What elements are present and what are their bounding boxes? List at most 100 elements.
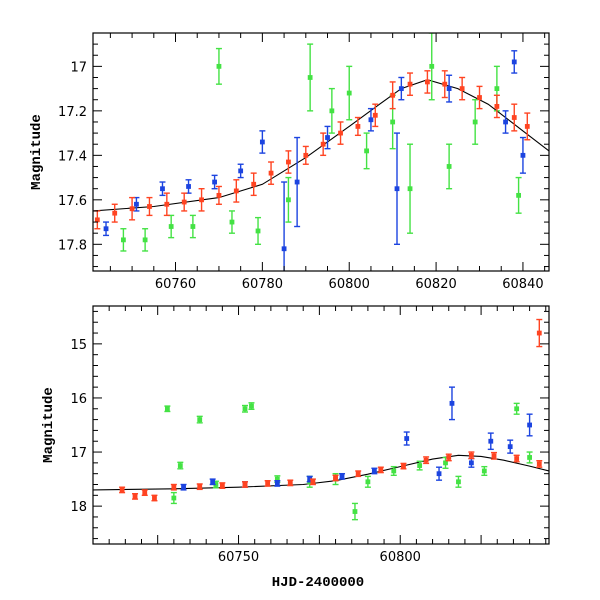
top-panel-data-point xyxy=(120,228,127,252)
top-panel-point-marker xyxy=(168,224,174,229)
bottom-panel-data-point xyxy=(339,472,346,480)
top-panel-point-marker xyxy=(255,228,261,234)
top-panel-point-marker xyxy=(181,199,187,205)
bottom-panel-data-point xyxy=(287,479,294,487)
top-panel-y-tick-label: 17 xyxy=(70,60,87,75)
top-panel-ticks xyxy=(93,32,549,271)
top-panel-series-2 xyxy=(120,33,522,252)
bottom-panel-point-marker xyxy=(507,444,513,450)
bottom-panel-point-marker xyxy=(339,473,345,479)
bottom-panel-data-point xyxy=(180,483,187,491)
bottom-panel-series-0 xyxy=(119,318,543,502)
bottom-panel-point-marker xyxy=(242,482,248,487)
bottom-panel-x-tick-label: 60800 xyxy=(380,550,421,565)
bottom-panel-point-marker xyxy=(119,487,125,493)
bottom-panel-point-marker xyxy=(177,463,183,468)
bottom-panel: 60750 60800 15 16 17 18 Magnitude HJD-2400000 xyxy=(41,305,550,591)
bottom-panel-data-point xyxy=(364,475,371,488)
top-panel-point-marker xyxy=(212,179,217,185)
top-panel-data-point xyxy=(181,192,188,212)
top-panel-data-point xyxy=(211,174,218,190)
top-panel-point-marker xyxy=(147,204,152,209)
bottom-panel-point-marker xyxy=(274,476,280,482)
bottom-panel-point-marker xyxy=(391,468,397,474)
top-panel-data-point xyxy=(372,103,379,128)
top-panel-point-marker xyxy=(142,237,148,243)
bottom-panel-point-marker xyxy=(249,403,254,409)
bottom-panel-point-marker xyxy=(181,484,186,490)
top-panel-x-tick-label: 60840 xyxy=(502,277,543,292)
top-panel-point-marker xyxy=(216,63,222,69)
bottom-panel-point-marker xyxy=(488,438,494,444)
top-panel-data-point xyxy=(129,196,136,221)
bottom-panel-data-point xyxy=(371,467,378,475)
top-panel-data-point xyxy=(515,176,522,214)
bottom-panel-point-marker xyxy=(333,475,338,481)
top-panel-x-tick-label: 60800 xyxy=(329,277,370,292)
top-panel-data-point xyxy=(142,228,149,252)
top-panel-data-point xyxy=(446,74,453,103)
bottom-panel-y-tick-label: 15 xyxy=(70,338,87,353)
bottom-panel-point-marker xyxy=(242,406,248,412)
top-panel-data-point xyxy=(446,143,453,190)
top-panel-data-point xyxy=(159,181,166,197)
top-panel-point-marker xyxy=(329,108,335,114)
bottom-panel-point-marker xyxy=(443,460,448,466)
bottom-panel-data-point xyxy=(513,454,520,463)
bottom-panel-data-point xyxy=(423,456,430,465)
top-panel-data-point xyxy=(328,87,335,134)
bottom-panel-data-point xyxy=(196,415,203,424)
top-panel-data-point xyxy=(441,70,448,99)
bottom-panel-point-marker xyxy=(164,406,170,412)
bottom-panel-point-marker xyxy=(401,463,406,469)
bottom-panel-data-point xyxy=(351,502,358,521)
top-panel-data-point xyxy=(185,179,192,194)
top-panel-data-point xyxy=(346,65,353,121)
top-panel-data-point xyxy=(493,94,500,119)
bottom-panel-point-marker xyxy=(527,422,532,428)
bottom-panel-point-marker xyxy=(132,494,138,499)
bottom-panel-point-marker xyxy=(446,455,452,460)
top-panel-point-marker xyxy=(372,112,378,118)
top-panel-point-marker xyxy=(129,206,135,212)
bottom-panel-data-point xyxy=(264,480,271,487)
x-axis-title: HJD-2400000 xyxy=(272,575,364,591)
top-panel-point-marker xyxy=(442,81,448,87)
bottom-panel-data-point xyxy=(487,432,494,451)
bottom-panel-data-point xyxy=(377,466,384,474)
top-panel-point-marker xyxy=(494,86,500,92)
bottom-panel-data-point xyxy=(403,431,410,446)
bottom-panel-point-marker xyxy=(371,468,377,474)
bottom-panel-point-marker xyxy=(404,436,410,441)
top-panel-point-marker xyxy=(190,224,196,229)
top-panel-data-point xyxy=(424,70,431,94)
top-panel-point-marker xyxy=(398,86,404,92)
bottom-panel-data-point xyxy=(468,457,475,468)
top-panel-point-marker xyxy=(103,226,109,232)
bottom-panel-point-marker xyxy=(468,452,474,458)
bottom-panel-point-marker xyxy=(449,400,455,406)
bottom-panel-point-marker xyxy=(423,457,429,463)
top-panel-frame xyxy=(92,32,550,272)
top-panel-data-point xyxy=(94,210,101,230)
bottom-panel-tick-labels: 60750 60800 15 16 17 18 xyxy=(70,338,420,565)
top-panel-data-point xyxy=(524,112,531,141)
bottom-panel-point-marker xyxy=(352,509,358,514)
top-panel-x-tick-label: 60820 xyxy=(415,277,456,292)
top-panel-y-tick-label: 17.2 xyxy=(58,105,87,120)
bottom-panel-data-point xyxy=(536,318,543,348)
bottom-panel-data-point xyxy=(400,462,407,470)
top-panel-point-marker xyxy=(303,152,309,158)
bottom-panel-data-point xyxy=(170,483,177,491)
top-panel-point-marker xyxy=(94,217,100,223)
top-panel-data-point xyxy=(511,103,518,132)
top-panel-point-marker xyxy=(286,197,291,203)
top-panel-data-point xyxy=(237,163,244,179)
top-panel-data-point xyxy=(146,196,153,217)
top-panel-point-marker xyxy=(472,119,478,125)
bottom-panel-point-marker xyxy=(210,479,216,485)
bottom-panel-ticks xyxy=(92,306,549,544)
bottom-panel-point-marker xyxy=(152,495,157,501)
top-panel-point-marker xyxy=(524,124,530,129)
